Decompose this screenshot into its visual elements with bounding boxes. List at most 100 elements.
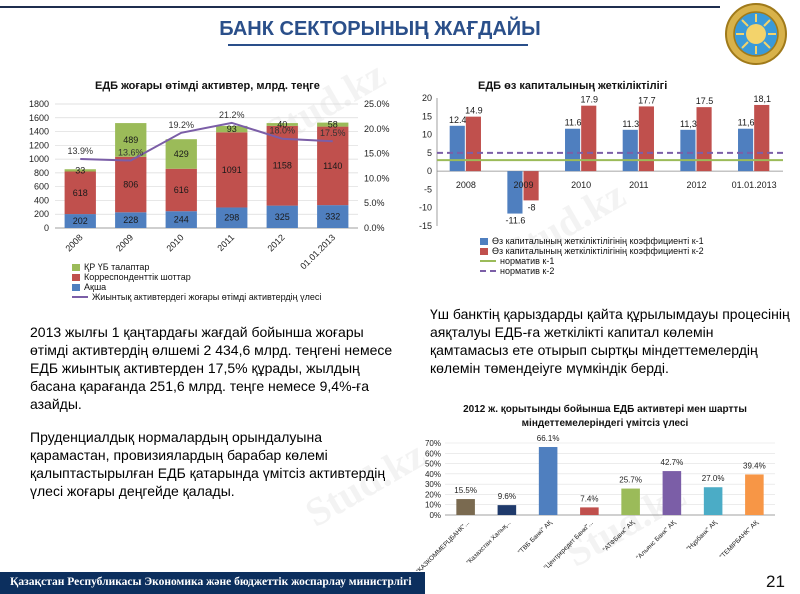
data-label: 11.3 bbox=[622, 119, 639, 129]
legend-label: ҚР ҮБ талаптар bbox=[84, 262, 150, 272]
data-label: 58 bbox=[328, 120, 338, 130]
bar bbox=[465, 116, 481, 172]
bar-segment bbox=[115, 212, 147, 228]
data-label: 1091 bbox=[222, 165, 242, 175]
y-tick-label: 1000 bbox=[29, 154, 49, 164]
y-tick-label: 600 bbox=[34, 182, 49, 192]
paragraph-restructuring: Үш банктің қарыздарды қайта құрылымдауы … bbox=[430, 306, 790, 376]
x-tick-label: 2008 bbox=[63, 232, 84, 253]
bar bbox=[662, 471, 682, 515]
legend-swatch bbox=[480, 237, 488, 245]
page-title: БАНК СЕКТОРЫНЫҢ ЖАҒДАЙЫ bbox=[219, 18, 541, 40]
bar-segment bbox=[165, 139, 197, 169]
footer-bar bbox=[0, 572, 425, 594]
bar-segment bbox=[317, 126, 349, 206]
x-tick-label: 01.01.2013 bbox=[732, 180, 777, 190]
line-data-label: 13.6% bbox=[118, 148, 144, 158]
x-tick-label: 2009 bbox=[114, 232, 135, 253]
legend-item: норматив к-1 bbox=[480, 256, 704, 266]
bar-segment bbox=[165, 211, 197, 228]
state-emblem-icon bbox=[725, 3, 787, 65]
y-tick-label: 50% bbox=[425, 460, 441, 469]
legend-item: ҚР ҮБ талаптар bbox=[72, 262, 321, 272]
data-label: 429 bbox=[174, 149, 189, 159]
y-tick-label: 20 bbox=[422, 93, 432, 103]
x-tick-label: "АТФБанк" АҚ bbox=[602, 519, 636, 553]
y2-tick-label: 10.0% bbox=[364, 173, 390, 183]
y-tick-label: 1400 bbox=[29, 127, 49, 137]
chart2-legend: Өз капиталының жеткіліктілігінің коэффиц… bbox=[480, 236, 704, 276]
bar-segment bbox=[216, 132, 248, 208]
legend-item: Өз капиталының жеткіліктілігінің коэффиц… bbox=[480, 236, 704, 246]
data-label: 39.4% bbox=[743, 461, 766, 470]
x-tick-label: 2009 bbox=[513, 180, 533, 190]
title-underline bbox=[228, 44, 528, 46]
bar bbox=[565, 128, 581, 172]
bar bbox=[538, 447, 558, 515]
x-tick-label: "Альянс Банк" АҚ bbox=[635, 519, 677, 561]
y-tick-label: 20% bbox=[425, 490, 441, 499]
y2-tick-label: 15.0% bbox=[364, 149, 390, 159]
bar-segment bbox=[266, 205, 298, 228]
legend-label: Өз капиталының жеткіліктілігінің коэффиц… bbox=[492, 246, 704, 256]
x-tick-label: "Нұрбанк" АҚ bbox=[685, 519, 719, 553]
legend-swatch bbox=[72, 263, 80, 271]
data-label: 14.9 bbox=[465, 106, 483, 116]
data-label: 33 bbox=[75, 165, 85, 175]
data-label: 17.7 bbox=[638, 95, 656, 105]
paragraph-bad-assets: Пруденциалдық нормалардың орындалуына қа… bbox=[30, 429, 386, 499]
bar bbox=[523, 171, 539, 201]
y2-tick-label: 20.0% bbox=[364, 124, 390, 134]
data-label: 18,1 bbox=[753, 94, 771, 104]
data-label: 15.5% bbox=[454, 486, 477, 495]
y-tick-label: 30% bbox=[425, 480, 441, 489]
bar-segment bbox=[216, 207, 248, 228]
legend-swatch bbox=[480, 260, 496, 262]
data-label: 17.9 bbox=[580, 95, 598, 105]
legend-label: норматив к-1 bbox=[500, 256, 555, 266]
bar-segment bbox=[115, 156, 147, 213]
bar bbox=[754, 104, 770, 172]
bar bbox=[449, 125, 465, 172]
legend-item: норматив к-2 bbox=[480, 266, 704, 276]
data-label: 244 bbox=[174, 215, 189, 225]
x-tick-label: 2011 bbox=[629, 180, 648, 190]
y-tick-label: -10 bbox=[419, 203, 432, 213]
bar-segment bbox=[115, 123, 147, 157]
line-data-label: 21.2% bbox=[219, 110, 245, 120]
bar-segment bbox=[165, 168, 197, 212]
data-label: 202 bbox=[73, 216, 88, 226]
bar-segment bbox=[216, 125, 248, 133]
data-label: 616 bbox=[174, 185, 189, 195]
y-tick-label: -15 bbox=[419, 221, 432, 231]
data-label: 17.5 bbox=[696, 96, 714, 106]
y-tick-label: 1200 bbox=[29, 140, 49, 150]
page-number: 21 bbox=[766, 572, 785, 591]
legend-label: Корреспонденттік шоттар bbox=[84, 272, 191, 282]
legend-item: Жиынтық активтердегі жоғары өтімді актив… bbox=[72, 292, 321, 302]
bar bbox=[703, 487, 723, 515]
legend-item: Корреспонденттік шоттар bbox=[72, 272, 321, 282]
y-tick-label: 70% bbox=[425, 439, 441, 448]
y-tick-label: -5 bbox=[424, 184, 432, 194]
line-data-label: 13.9% bbox=[67, 146, 93, 156]
bar bbox=[638, 106, 654, 172]
data-label: 9.6% bbox=[498, 492, 516, 501]
data-label: 93 bbox=[227, 124, 237, 134]
y-tick-label: 400 bbox=[34, 195, 49, 205]
data-label: 11,6 bbox=[738, 118, 755, 128]
x-tick-label: 2010 bbox=[164, 232, 185, 253]
legend-label: Жиынтық активтердегі жоғары өтімді актив… bbox=[92, 292, 322, 302]
y-tick-label: 40% bbox=[425, 470, 441, 479]
x-tick-label: 2012 bbox=[686, 180, 706, 190]
y-tick-label: 0% bbox=[429, 511, 441, 520]
legend-swatch bbox=[72, 283, 80, 291]
data-label: 25.7% bbox=[619, 476, 642, 485]
data-label: 7.4% bbox=[580, 494, 598, 503]
y-tick-label: 0 bbox=[44, 223, 49, 233]
y-tick-label: 1600 bbox=[29, 113, 49, 123]
bar-segment bbox=[64, 169, 96, 172]
bar bbox=[621, 488, 640, 515]
chart1-legend: ҚР ҮБ талаптар Корреспонденттік шоттар А… bbox=[72, 262, 321, 302]
x-tick-label: "ТЕМІРБАНК" АҚ bbox=[719, 519, 760, 560]
